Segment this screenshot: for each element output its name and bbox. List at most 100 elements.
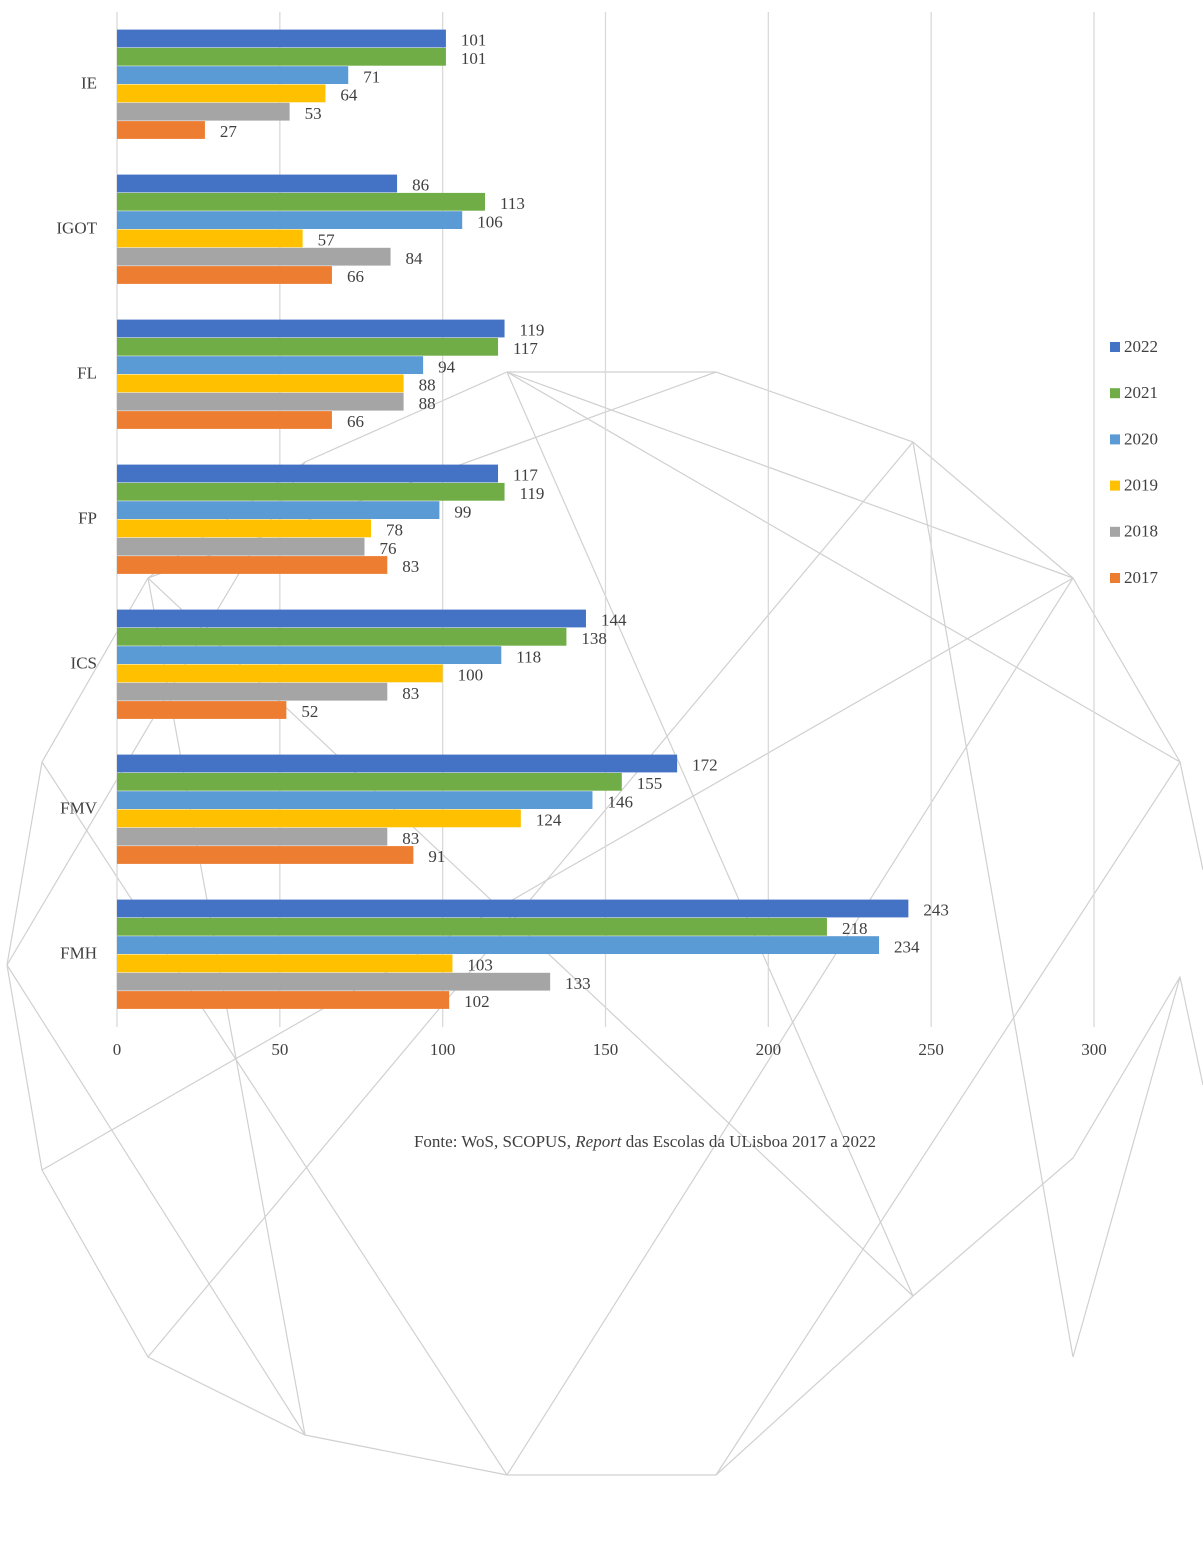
data-label: 144: [601, 611, 627, 630]
decor-line: [41, 761, 508, 1476]
data-label: 117: [513, 339, 538, 358]
data-label: 101: [461, 49, 487, 68]
data-label: 66: [347, 267, 364, 286]
bar: [117, 174, 398, 193]
decor-line: [715, 761, 1181, 1476]
y-tick-label: ICS: [71, 653, 97, 672]
bar: [117, 482, 505, 501]
bar: [117, 846, 414, 864]
decor-line: [6, 964, 306, 1436]
bar: [117, 192, 486, 211]
legend-label: 2021: [1124, 383, 1158, 402]
bar: [117, 609, 586, 628]
decor-line: [506, 577, 1074, 1476]
bar: [117, 229, 303, 248]
decor-outline: [6, 371, 1203, 1476]
bar: [117, 754, 678, 773]
data-label: 76: [380, 539, 397, 558]
legend-label: 2017: [1124, 568, 1159, 587]
legend-label: 2020: [1124, 429, 1158, 448]
data-label: 91: [428, 847, 445, 866]
decor-line: [506, 371, 914, 1297]
bar: [117, 29, 446, 48]
x-tick-label: 50: [271, 1040, 288, 1059]
bar: [117, 266, 332, 284]
data-label: 27: [220, 122, 238, 141]
legend-label: 2019: [1124, 476, 1158, 495]
bar: [117, 464, 499, 483]
bar: [117, 392, 404, 411]
data-label: 57: [318, 231, 336, 250]
data-label: 88: [419, 376, 436, 395]
x-tick-label: 250: [918, 1040, 944, 1059]
source-note: Fonte: WoS, SCOPUS, Report das Escolas d…: [414, 1132, 876, 1151]
data-label: 124: [536, 811, 562, 830]
y-tick-label: IGOT: [56, 218, 97, 237]
y-tick-label: FMV: [60, 798, 98, 817]
bar: [117, 627, 567, 646]
y-tick-label: FMH: [60, 943, 97, 962]
bar: [117, 972, 551, 991]
data-label: 53: [305, 104, 322, 123]
legend-label: 2022: [1124, 337, 1158, 356]
data-label: 83: [402, 684, 419, 703]
decor-line: [1072, 976, 1181, 1358]
decor-line: [147, 441, 914, 1358]
x-tick-label: 100: [430, 1040, 456, 1059]
data-label: 64: [340, 86, 358, 105]
data-label: 234: [894, 937, 920, 956]
bar: [117, 827, 388, 846]
bar: [117, 411, 332, 429]
data-label: 146: [607, 792, 633, 811]
data-label: 243: [923, 901, 949, 920]
legend-swatch: [1110, 526, 1120, 537]
decor-outline: [507, 371, 1203, 871]
data-label: 106: [477, 212, 503, 231]
data-label: 99: [454, 502, 471, 521]
bar: [117, 356, 424, 374]
decor-line: [912, 441, 1074, 1358]
data-label: 218: [842, 919, 868, 938]
data-label: 119: [520, 321, 545, 340]
y-tick-label: FP: [78, 508, 97, 527]
data-label: 71: [363, 67, 380, 86]
data-label: 52: [301, 702, 318, 721]
y-tick-label: IE: [81, 73, 97, 92]
x-tick-label: 300: [1081, 1040, 1107, 1059]
data-label: 88: [419, 394, 436, 413]
bar: [117, 899, 909, 918]
decor-line: [506, 371, 1074, 579]
bar: [117, 537, 365, 556]
bar: [117, 646, 502, 664]
source-text: das Escolas da ULisboa 2017 a 2022: [622, 1132, 876, 1151]
data-label: 83: [402, 829, 419, 848]
y-tick-label: FL: [77, 363, 97, 382]
decor-line: [506, 371, 1181, 763]
bar: [117, 84, 326, 103]
bar: [117, 991, 450, 1009]
bar: [117, 121, 205, 139]
bar: [117, 66, 349, 84]
bar: [117, 917, 827, 936]
data-label: 84: [406, 249, 424, 268]
bar: [117, 936, 880, 954]
legend-swatch: [1110, 342, 1120, 352]
data-label: 138: [581, 629, 607, 648]
x-tick-label: 200: [756, 1040, 782, 1059]
bar: [117, 337, 499, 356]
data-label: 133: [565, 974, 591, 993]
data-label: 83: [402, 557, 419, 576]
legend-swatch: [1110, 434, 1120, 445]
source-text: Report: [574, 1132, 623, 1151]
data-label: 113: [500, 194, 525, 213]
bar: [117, 47, 446, 66]
x-tick-label: 0: [113, 1040, 122, 1059]
bar: [117, 519, 372, 538]
data-label: 86: [412, 176, 429, 195]
legend-label: 2018: [1124, 522, 1158, 541]
data-label: 66: [347, 412, 364, 431]
data-label: 117: [513, 466, 538, 485]
bar: [117, 954, 453, 973]
bar: [117, 501, 440, 519]
